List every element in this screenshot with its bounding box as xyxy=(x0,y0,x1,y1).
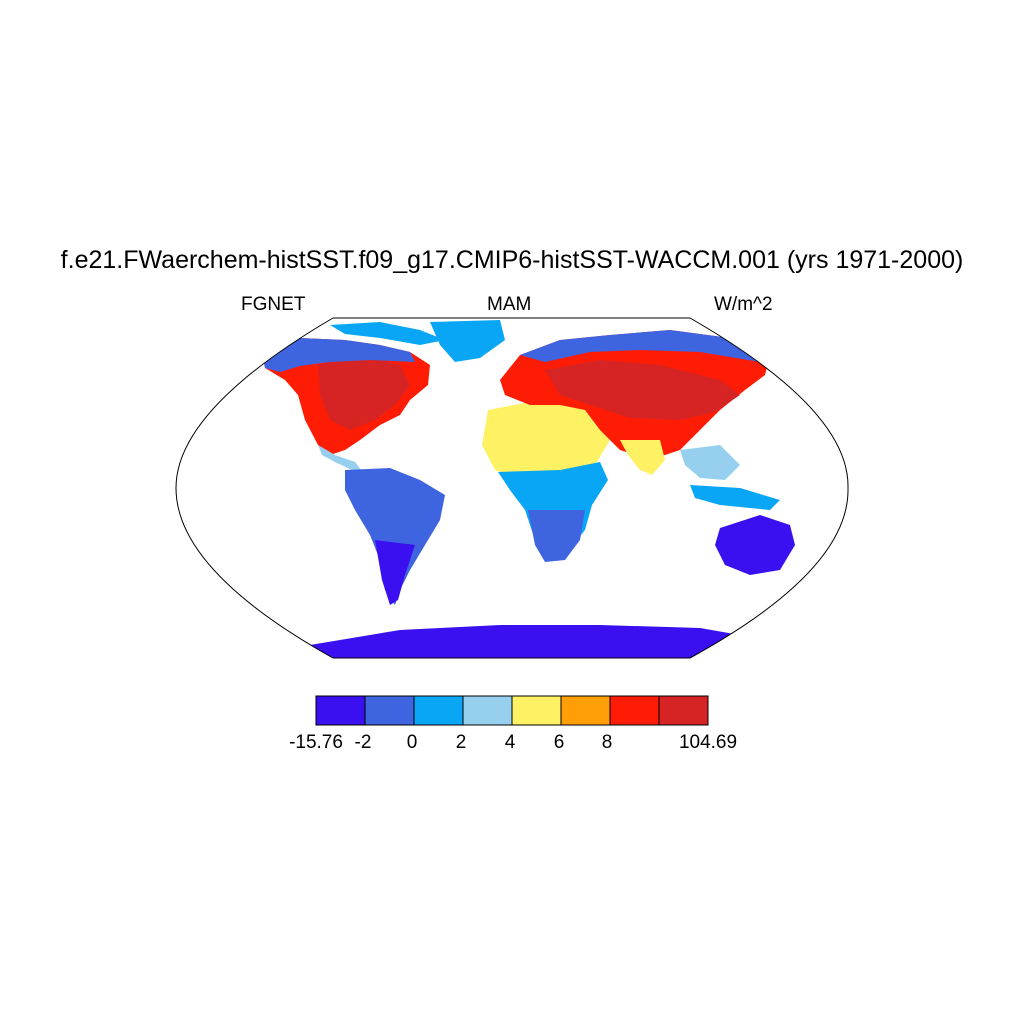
colorbar-swatch xyxy=(413,695,464,726)
map-border xyxy=(175,317,849,659)
colorbar-tick-label: 0 xyxy=(406,732,418,753)
south-america-region xyxy=(345,468,445,605)
colorbar-swatch xyxy=(315,695,366,726)
colorbar-tick-label: -15.76 xyxy=(289,732,343,753)
colorbar-swatch xyxy=(609,695,660,726)
eurasia-core xyxy=(545,360,740,420)
africa-far-south xyxy=(528,510,585,562)
colorbar-tick-label: 6 xyxy=(553,732,565,753)
colorbar-tick-label: -2 xyxy=(354,732,372,753)
africa-north xyxy=(482,400,610,480)
units-label: W/m^2 xyxy=(714,294,773,315)
colorbar-swatch xyxy=(364,695,415,726)
colorbar-tick-label: 4 xyxy=(504,732,516,753)
indonesia xyxy=(690,485,780,510)
season-label: MAM xyxy=(487,294,532,315)
colorbar-tick-label: 8 xyxy=(601,732,613,753)
colorbar-swatch xyxy=(462,695,513,726)
india-region xyxy=(620,440,665,475)
plot-title: f.e21.FWaerchem-histSST.f09_g17.CMIP6-hi… xyxy=(60,246,964,274)
north-america-core xyxy=(318,355,410,430)
greenland xyxy=(430,320,505,362)
colorbar-swatch xyxy=(658,695,709,726)
colorbar-tick-label: 104.69 xyxy=(678,732,738,753)
australia xyxy=(715,515,795,575)
colorbar-swatch xyxy=(560,695,611,726)
southeast-asia xyxy=(680,445,740,480)
colorbar-tick-label: 2 xyxy=(455,732,467,753)
colorbar-swatch xyxy=(511,695,562,726)
north-america-north xyxy=(262,338,415,372)
variable-label: FGNET xyxy=(241,294,306,315)
south-america-south xyxy=(375,540,415,605)
central-america xyxy=(318,445,365,475)
eurasia-north xyxy=(520,330,770,362)
arctic-islands xyxy=(330,322,445,345)
antarctica xyxy=(310,625,740,658)
